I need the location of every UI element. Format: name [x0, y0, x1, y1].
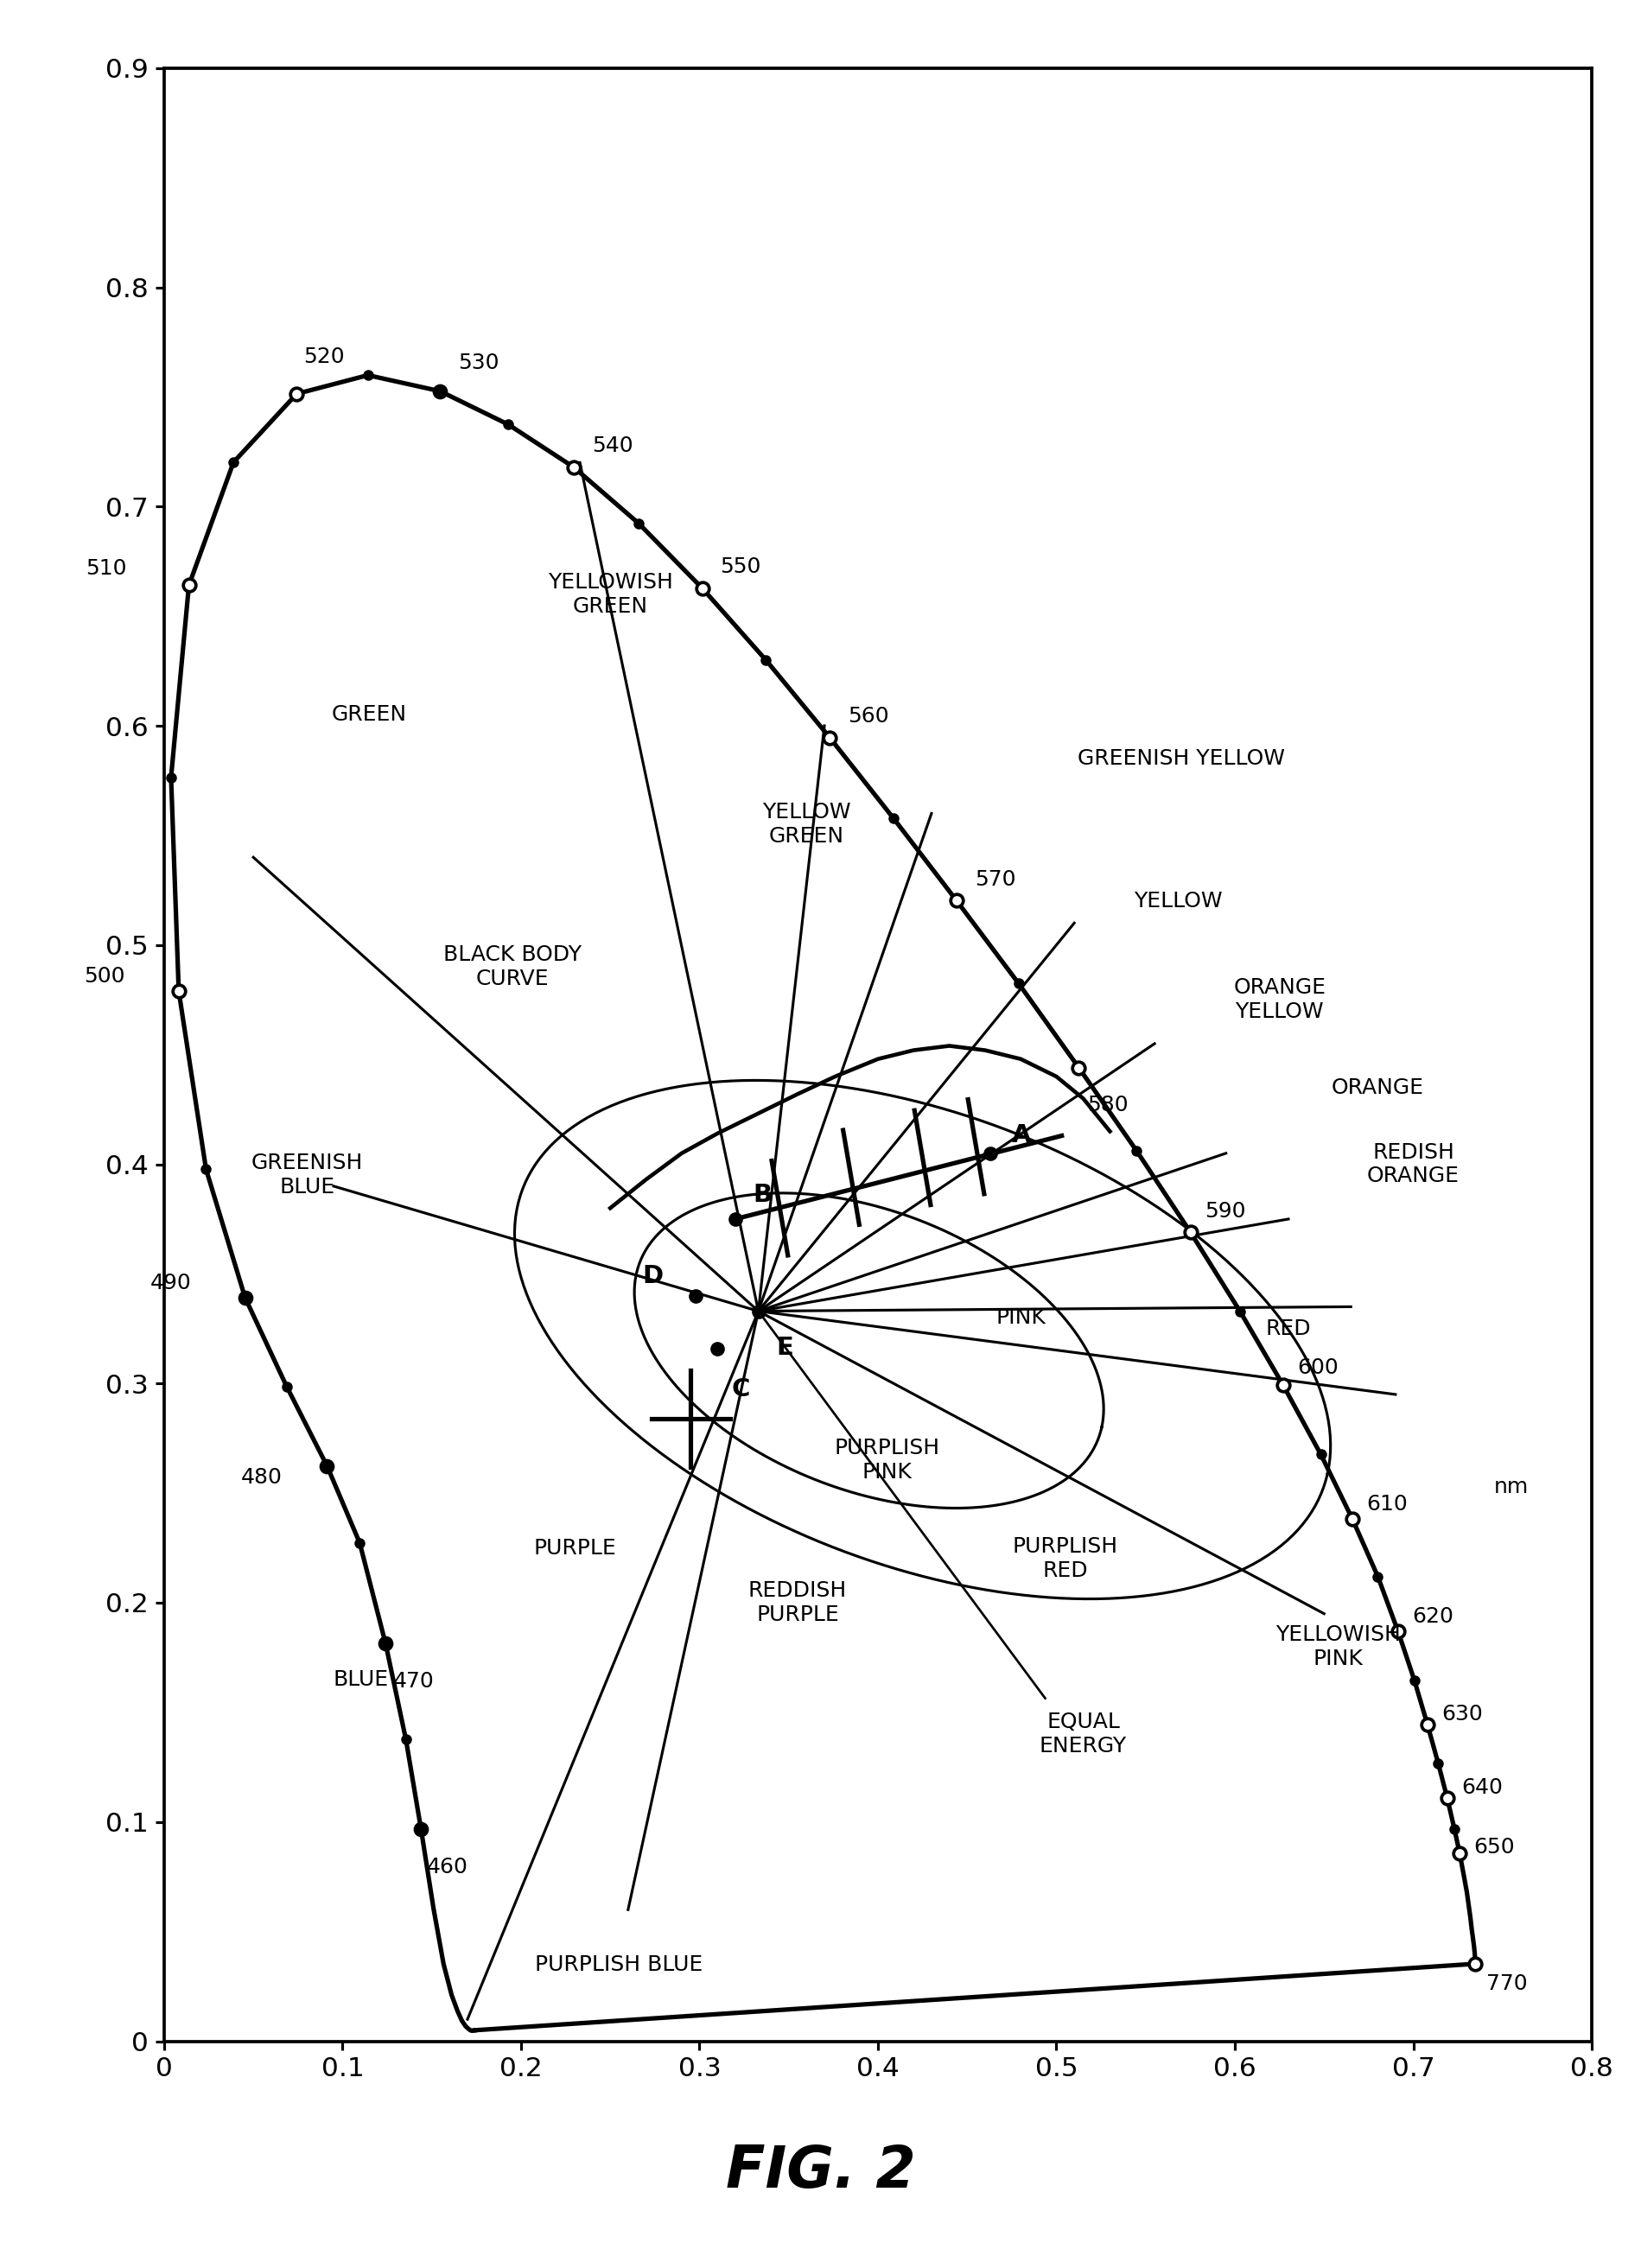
Text: B: B: [753, 1182, 773, 1207]
Text: PURPLISH
RED: PURPLISH RED: [1012, 1535, 1118, 1581]
Text: 460: 460: [427, 1857, 468, 1878]
Text: 500: 500: [84, 966, 125, 987]
Text: 520: 520: [304, 347, 345, 367]
Text: 540: 540: [592, 435, 633, 456]
Text: 630: 630: [1442, 1703, 1483, 1724]
Text: C: C: [732, 1377, 750, 1402]
Text: 470: 470: [392, 1672, 433, 1692]
Text: 580: 580: [1088, 1095, 1129, 1116]
Text: D: D: [642, 1263, 663, 1288]
Text: YELLOW
GREEN: YELLOW GREEN: [761, 803, 852, 846]
Text: 770: 770: [1487, 1973, 1528, 1994]
Text: A: A: [1012, 1123, 1031, 1148]
Text: PURPLE: PURPLE: [533, 1538, 615, 1558]
Text: 490: 490: [151, 1272, 192, 1293]
Text: 550: 550: [720, 556, 761, 578]
Text: PURPLISH
PINK: PURPLISH PINK: [834, 1438, 940, 1483]
Text: 600: 600: [1298, 1359, 1339, 1379]
Text: 590: 590: [1204, 1200, 1246, 1222]
Text: YELLOWISH
GREEN: YELLOWISH GREEN: [548, 572, 673, 617]
Text: 620: 620: [1413, 1606, 1454, 1626]
Text: ORANGE: ORANGE: [1331, 1077, 1424, 1098]
Text: 510: 510: [85, 558, 126, 578]
Text: REDDISH
PURPLE: REDDISH PURPLE: [748, 1581, 847, 1626]
Text: 480: 480: [241, 1467, 282, 1488]
Text: RED: RED: [1265, 1318, 1311, 1338]
Text: EQUAL
ENERGY: EQUAL ENERGY: [1039, 1712, 1127, 1758]
Text: FIG. 2: FIG. 2: [725, 2143, 916, 2200]
Text: ORANGE
YELLOW: ORANGE YELLOW: [1234, 978, 1326, 1023]
Text: GREEN: GREEN: [331, 705, 407, 726]
Text: YELLOWISH
PINK: YELLOWISH PINK: [1275, 1624, 1401, 1669]
Text: BLACK BODY
CURVE: BLACK BODY CURVE: [443, 943, 581, 989]
Text: PINK: PINK: [996, 1306, 1045, 1329]
Text: E: E: [776, 1336, 793, 1361]
Text: YELLOW: YELLOW: [1134, 891, 1223, 912]
Text: PURPLISH BLUE: PURPLISH BLUE: [535, 1955, 702, 1975]
Text: 640: 640: [1462, 1778, 1503, 1799]
Text: GREENISH YELLOW: GREENISH YELLOW: [1078, 748, 1285, 769]
Text: 610: 610: [1367, 1495, 1408, 1515]
Text: 530: 530: [458, 354, 499, 374]
Text: REDISH
ORANGE: REDISH ORANGE: [1367, 1141, 1459, 1186]
Text: 570: 570: [975, 869, 1016, 889]
Text: nm: nm: [1493, 1476, 1528, 1497]
Text: 560: 560: [848, 705, 889, 726]
Text: GREENISH
BLUE: GREENISH BLUE: [251, 1152, 363, 1198]
Text: BLUE: BLUE: [333, 1669, 389, 1690]
Text: 650: 650: [1474, 1837, 1515, 1857]
